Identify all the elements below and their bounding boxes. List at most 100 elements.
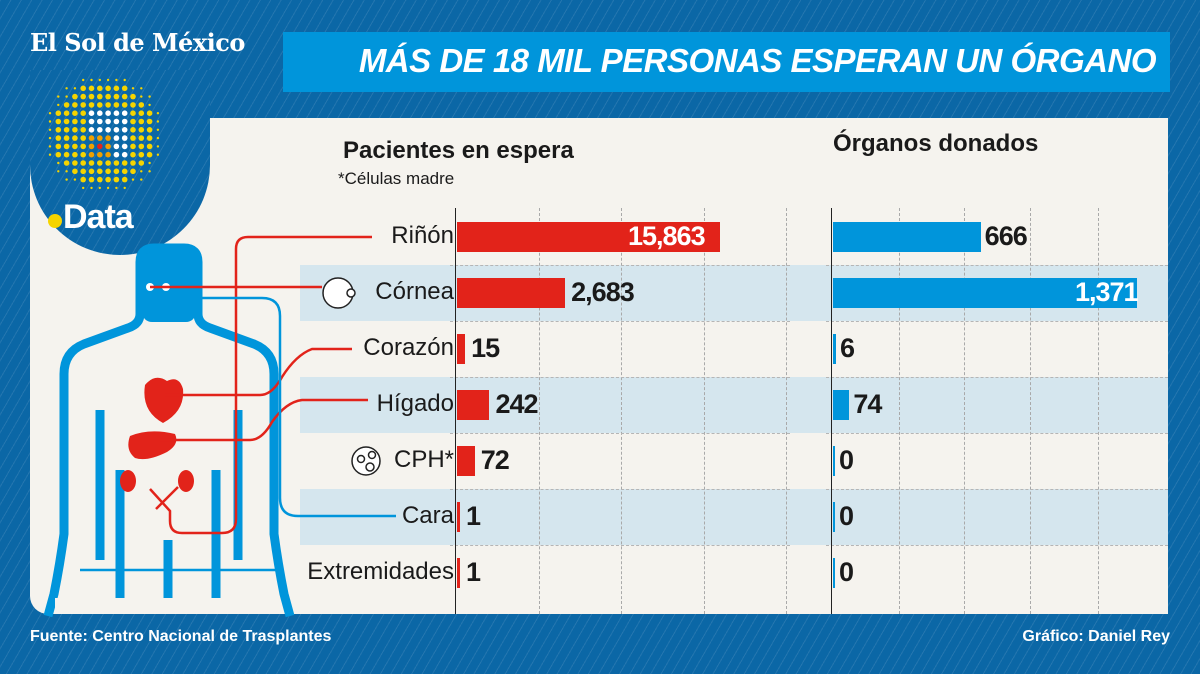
logo-dot [63, 110, 70, 116]
category-label: Corazón [363, 334, 454, 361]
logo-dot [123, 78, 126, 82]
logo-dot [48, 153, 52, 156]
logo-dot [140, 170, 143, 173]
logo-dot [113, 85, 120, 92]
logo-dot [97, 168, 103, 175]
logo-dot [48, 128, 52, 131]
waiting-bar [457, 558, 460, 588]
logo-dot [115, 78, 118, 82]
logo-dot [138, 110, 145, 116]
logo-dot [48, 112, 52, 115]
logo-dot [146, 143, 153, 150]
row-divider [450, 265, 790, 266]
logo-dot [146, 118, 153, 125]
logo-dot [113, 143, 120, 150]
logo-dot [97, 93, 103, 100]
waiting-bar [457, 334, 466, 364]
category-label: Córnea [375, 278, 454, 305]
row-divider [826, 433, 1168, 434]
logo-dot [72, 143, 78, 150]
logo-dot [80, 118, 86, 125]
donated-bar [833, 446, 835, 476]
logo-dot [121, 143, 128, 150]
waiting-value: 72 [480, 445, 510, 475]
cornea-icon [322, 277, 356, 309]
logo-dot [146, 110, 153, 116]
waiting-bar [457, 390, 490, 420]
donated-bar [833, 222, 981, 252]
logo-dot [113, 118, 120, 125]
row-divider [826, 489, 1168, 490]
logo-dot [156, 112, 160, 115]
logo-dot [72, 110, 78, 116]
logo-dot [156, 120, 160, 123]
logo-dot [146, 151, 153, 158]
grid-line [539, 208, 540, 614]
chart-title: MÁS DE 18 MIL PERSONAS ESPERAN UN ÓRGANO [358, 42, 1157, 79]
logo-dot [156, 136, 160, 140]
logo-dot [63, 118, 70, 125]
waiting-value: 2,683 [571, 277, 635, 307]
row-divider [826, 265, 1168, 266]
grid-line [899, 208, 900, 614]
logo-dot [97, 160, 103, 166]
row-band [300, 377, 1168, 433]
logo-dot [88, 127, 95, 133]
row-band [300, 489, 1168, 545]
logo-dot [97, 85, 103, 92]
liver-icon [128, 431, 177, 460]
logo-dot [130, 135, 136, 141]
logo-dot [80, 93, 86, 100]
logo-dot [80, 143, 86, 150]
logo-dot [80, 160, 86, 166]
logo-dot [113, 151, 120, 158]
logo-dot [156, 128, 160, 131]
logo-dot [140, 178, 143, 181]
logo-dot [97, 135, 103, 141]
logo-dot [97, 102, 103, 108]
logo-dot [113, 93, 120, 100]
logo-dot [72, 151, 78, 158]
logo-dot [105, 151, 111, 158]
waiting-bar [457, 502, 460, 532]
waiting-value: 1 [466, 501, 481, 531]
logo-dot [130, 118, 136, 125]
logo-dot [121, 93, 128, 100]
logo-dot [63, 135, 70, 141]
logo-dot [138, 160, 145, 166]
donated-value: 0 [839, 445, 854, 475]
logo-dot [113, 127, 120, 133]
logo-dot [55, 127, 62, 133]
row-divider [826, 377, 1168, 378]
logo-dot [156, 145, 160, 148]
logo-dot [115, 186, 118, 190]
logo-dot [55, 151, 62, 158]
logo-dot [121, 102, 128, 108]
logo-dot [88, 85, 95, 92]
logo-dot [57, 161, 60, 165]
organs [120, 377, 194, 492]
row-divider [450, 545, 790, 546]
logo-dot [130, 160, 136, 166]
logo-dot [106, 186, 110, 190]
logo-dot [88, 168, 95, 175]
logo-dot [148, 170, 151, 173]
logo-dot [130, 102, 136, 108]
category-label: Cara [401, 502, 454, 529]
logo-dot [57, 103, 60, 107]
logo-dot [148, 103, 151, 107]
logo-dot [88, 102, 95, 108]
category-label: Hígado [376, 390, 454, 417]
logo-dot [138, 127, 145, 133]
logo-dot [88, 110, 95, 116]
logo-dot [131, 178, 135, 181]
heart-icon [144, 377, 184, 423]
logo-dot [80, 176, 86, 183]
logo-dot [88, 151, 95, 158]
source-text: Fuente: Centro Nacional de Trasplantes [30, 628, 332, 645]
logo-dot [130, 151, 136, 158]
logo-dot [80, 151, 86, 158]
logo-dot [121, 151, 128, 158]
logo-dot [138, 102, 145, 108]
logo-dot [90, 78, 93, 82]
